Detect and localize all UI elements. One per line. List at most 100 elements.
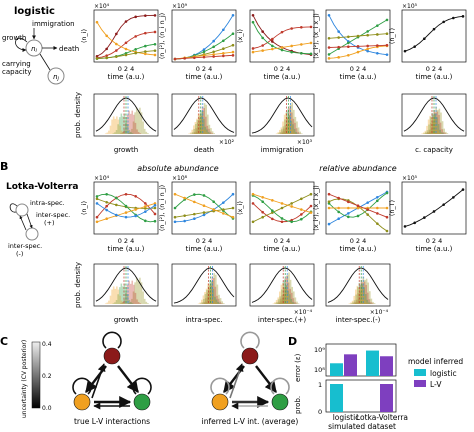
posterior-bar xyxy=(195,124,197,134)
posterior-bar xyxy=(373,303,376,304)
ts-series-point xyxy=(347,53,350,57)
posterior-bar xyxy=(355,294,357,304)
posterior-bar xyxy=(123,113,126,134)
self-loop xyxy=(132,377,152,395)
post-frame xyxy=(171,93,237,137)
legend-swatch-logistic xyxy=(414,369,426,376)
ts-series-point xyxy=(452,16,455,20)
posterior-bar xyxy=(277,299,280,304)
ts-series-point xyxy=(300,197,303,201)
ts-series-point xyxy=(153,204,157,207)
posterior-bar xyxy=(120,300,123,304)
ts-series-point xyxy=(327,57,331,60)
posterior-bar xyxy=(301,133,303,134)
ts-series-point xyxy=(280,206,284,210)
post-xlabel: death xyxy=(194,146,214,154)
posterior-bar xyxy=(213,300,216,304)
posterior-bar xyxy=(292,118,295,134)
posterior-bar xyxy=(291,286,293,304)
posterior-bar xyxy=(119,295,121,304)
ts-series-point xyxy=(271,199,274,202)
posterior-bar xyxy=(106,132,109,134)
posterior-bar xyxy=(285,285,288,304)
ts-series-point xyxy=(183,219,186,223)
ts-series-point xyxy=(153,30,157,34)
posterior-bar xyxy=(297,127,300,134)
ts-series-point xyxy=(124,53,128,57)
edge-top-right xyxy=(117,365,139,393)
ts-xlabel: time (a.u.) xyxy=(340,73,377,81)
posterior-bar xyxy=(137,111,140,134)
posterior-bar xyxy=(296,121,298,134)
lv-node-nj xyxy=(25,227,39,241)
posterior-bar xyxy=(121,132,124,134)
posterior-bar xyxy=(427,119,430,134)
posterior-bar xyxy=(287,290,289,304)
ts-series-point xyxy=(337,210,340,214)
posterior-bar xyxy=(217,298,220,304)
ts-series-point xyxy=(115,42,118,46)
posterior-bar xyxy=(443,132,445,134)
posterior-bar xyxy=(112,133,115,134)
ts-series-point xyxy=(124,47,128,51)
ts-series-point xyxy=(193,217,196,221)
posterior-bar xyxy=(207,131,210,134)
posterior-bar xyxy=(108,300,110,304)
posterior-bar xyxy=(210,128,212,134)
posterior-bar xyxy=(279,298,282,304)
ts-series-point xyxy=(222,28,225,32)
posterior-bar xyxy=(108,130,110,134)
ts-series-point xyxy=(442,203,445,206)
intern-line-1: inter-spec. xyxy=(8,242,42,250)
ts-series-point xyxy=(385,43,389,47)
ts-series-point xyxy=(261,195,264,199)
posterior-bar xyxy=(132,291,135,304)
ts-series-point xyxy=(95,215,99,219)
posterior-bar xyxy=(104,303,107,304)
ts-series-point xyxy=(105,56,108,60)
ts-series-point xyxy=(376,212,379,215)
ts-series-point xyxy=(231,206,235,210)
ts-series-point xyxy=(432,27,436,31)
posterior-bar xyxy=(277,133,280,134)
posterior-bar xyxy=(426,130,429,134)
posterior-bar xyxy=(122,116,124,134)
network-true xyxy=(72,331,152,411)
ts-series-point xyxy=(309,211,313,214)
panel-b-sub-abs: absolute abundance xyxy=(137,164,219,173)
posterior-bar xyxy=(439,122,442,134)
posterior-bar xyxy=(281,129,283,134)
posterior-bar xyxy=(109,125,112,134)
species-node xyxy=(271,393,289,411)
posterior-bar xyxy=(114,132,116,134)
ts-xticks: 0 2 4 xyxy=(274,237,291,245)
posterior-bar xyxy=(423,132,425,134)
ts-series-point xyxy=(173,215,177,219)
posterior-bar xyxy=(200,113,202,134)
posterior-bar xyxy=(204,294,207,304)
ts-series-point xyxy=(366,49,369,53)
ts-series-point xyxy=(115,203,118,207)
ts-series-point xyxy=(413,221,416,225)
posterior-bar xyxy=(356,285,359,304)
posterior-bar xyxy=(211,131,214,134)
posterior-bar xyxy=(288,299,291,304)
ts-series-point xyxy=(134,214,137,218)
ts-series-point xyxy=(403,49,407,53)
ts-series-point xyxy=(153,42,157,46)
ts-series-point xyxy=(251,202,255,205)
lv-intra-label: intra-spec. xyxy=(30,199,65,207)
intern-line-2: (-) xyxy=(16,250,23,258)
posterior-bar xyxy=(205,288,208,304)
ts-series-point xyxy=(95,220,99,224)
ts-series-point xyxy=(347,35,350,39)
posterior-bar xyxy=(137,302,140,304)
posterior-bar xyxy=(430,123,432,134)
posterior-bar xyxy=(124,133,126,134)
ts-series-point xyxy=(442,20,445,24)
edge-top-right xyxy=(255,365,277,393)
caption-inferred: inferred L-V int. (average) xyxy=(202,417,299,426)
posterior-bar xyxy=(441,132,443,134)
